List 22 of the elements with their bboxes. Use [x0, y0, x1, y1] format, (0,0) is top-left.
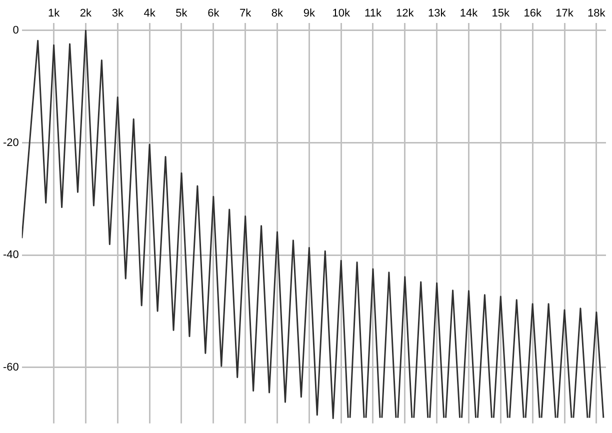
- x-tick-label: 18k: [588, 8, 606, 20]
- x-tick-label: 6k: [208, 8, 220, 20]
- y-tick-label: -60: [2, 361, 19, 374]
- x-tick-label: 12k: [396, 8, 414, 20]
- x-tick-label: 5k: [176, 8, 188, 20]
- x-tick-label: 8k: [271, 8, 284, 20]
- x-tick-label: 11k: [364, 8, 382, 20]
- x-tick-label: 10k: [332, 8, 350, 20]
- x-tick-label: 17k: [556, 8, 574, 20]
- y-tick-label: 0: [12, 24, 19, 37]
- x-tick-label: 7k: [240, 8, 252, 20]
- x-tick-label: 2k: [80, 8, 92, 20]
- y-tick-label: -20: [2, 136, 19, 149]
- x-tick-label: 14k: [460, 8, 478, 20]
- x-tick-label: 1k: [48, 8, 60, 20]
- x-tick-label: 13k: [428, 8, 446, 20]
- x-tick-label: 3k: [112, 8, 124, 20]
- y-tick-label: -40: [2, 249, 19, 262]
- x-tick-label: 16k: [524, 8, 542, 20]
- x-tick-label: 9k: [303, 8, 316, 20]
- x-tick-label: 15k: [492, 8, 510, 20]
- x-tick-label: 4k: [144, 8, 156, 20]
